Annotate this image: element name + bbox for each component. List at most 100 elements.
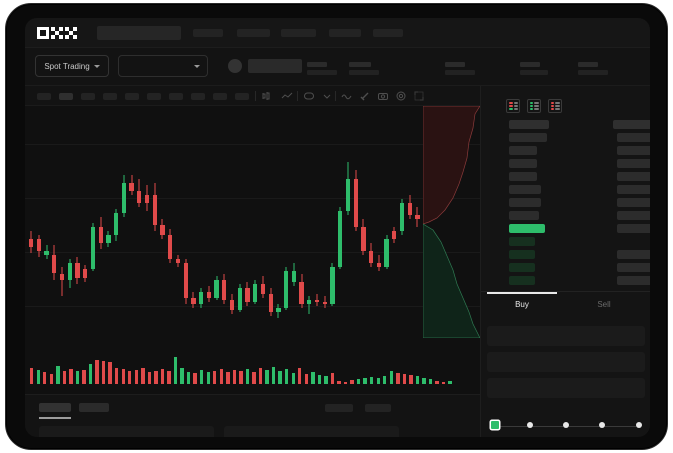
- tab-sell[interactable]: Sell: [597, 300, 611, 309]
- nav-link-5[interactable]: [373, 29, 403, 37]
- volume-bar: [396, 373, 400, 384]
- orderbook-row[interactable]: [509, 159, 537, 168]
- percent-step-25[interactable]: [527, 422, 533, 428]
- timeframe-8[interactable]: [191, 93, 205, 100]
- settings-icon[interactable]: [395, 90, 407, 102]
- timeframe-1[interactable]: [37, 93, 51, 100]
- volume-bar: [324, 376, 328, 384]
- volume-bar: [141, 368, 145, 384]
- total-field[interactable]: [487, 378, 645, 398]
- nav-link-2[interactable]: [237, 29, 270, 37]
- orderbook-row-size[interactable]: [617, 276, 650, 285]
- percent-slider-handle[interactable]: [491, 421, 499, 429]
- orders-placeholder-2: [224, 426, 399, 437]
- wave-icon[interactable]: [341, 90, 353, 102]
- volume-bar: [337, 381, 341, 384]
- timeframe-9[interactable]: [213, 93, 227, 100]
- orderbook-row[interactable]: [509, 224, 545, 233]
- amount-field[interactable]: [487, 352, 645, 372]
- line-chart-icon[interactable]: [281, 90, 293, 102]
- orders-filter-2[interactable]: [365, 404, 391, 412]
- candle: [183, 106, 188, 338]
- market-type-dropdown[interactable]: Spot Trading: [35, 55, 109, 77]
- volume-bar: [115, 368, 119, 384]
- orders-panel: [25, 394, 480, 437]
- tab-order-history[interactable]: [79, 403, 109, 412]
- trading-pair-select[interactable]: [118, 55, 208, 77]
- orderbook-row-size[interactable]: [617, 250, 650, 259]
- candle: [392, 106, 397, 338]
- nav-link-4[interactable]: [329, 29, 361, 37]
- orderbook-row-size[interactable]: [617, 211, 650, 220]
- chevron-down-icon[interactable]: [321, 90, 333, 102]
- timeframe-4[interactable]: [103, 93, 117, 100]
- chart-gridline: [25, 198, 480, 199]
- orders-filter-1[interactable]: [325, 404, 353, 412]
- candle: [83, 106, 88, 338]
- orderbook-both-icon[interactable]: [506, 99, 520, 113]
- candle: [284, 106, 289, 338]
- timeframe-6[interactable]: [147, 93, 161, 100]
- chart-gridline: [25, 144, 480, 145]
- candle: [90, 106, 96, 338]
- stat-24h-high: [349, 62, 379, 75]
- timeframe-10[interactable]: [235, 93, 249, 100]
- orderbook-row-size[interactable]: [617, 159, 650, 168]
- tab-open-orders[interactable]: [39, 403, 71, 412]
- orderbook-row[interactable]: [509, 198, 541, 207]
- candle: [276, 106, 281, 338]
- tab-buy[interactable]: Buy: [515, 300, 529, 309]
- toolbar-divider: [297, 91, 298, 101]
- nav-link-3[interactable]: [281, 29, 316, 37]
- orderbook-row-size[interactable]: [617, 185, 650, 194]
- percent-step-75[interactable]: [599, 422, 605, 428]
- orderbook-row-size[interactable]: [617, 224, 650, 233]
- nav-link-1[interactable]: [193, 29, 223, 37]
- orderbook-row-size[interactable]: [617, 146, 650, 155]
- orderbook-row-size[interactable]: [617, 133, 650, 142]
- orderbook-asks-icon[interactable]: [548, 99, 562, 113]
- timeframe-2[interactable]: [59, 93, 73, 100]
- timeframe-5[interactable]: [125, 93, 139, 100]
- volume-bar: [88, 364, 93, 384]
- chart-gridline: [25, 306, 480, 307]
- orderbook-row-size[interactable]: [617, 198, 650, 207]
- okx-logo[interactable]: [37, 27, 77, 39]
- candle: [44, 106, 49, 338]
- volume-bar: [75, 371, 80, 384]
- orderbook-bids-icon[interactable]: [527, 99, 541, 113]
- percent-step-100[interactable]: [636, 422, 642, 428]
- depth-asks-area: [423, 106, 480, 225]
- orderbook-row[interactable]: [509, 276, 535, 285]
- candle: [376, 106, 381, 338]
- orderbook-row-size[interactable]: [617, 172, 650, 181]
- percent-step-50[interactable]: [563, 422, 569, 428]
- volume-bar: [448, 381, 452, 384]
- timeframe-3[interactable]: [81, 93, 95, 100]
- candlestick-chart[interactable]: [25, 106, 480, 338]
- orderbook-row[interactable]: [509, 263, 535, 272]
- volume-bar: [128, 371, 132, 384]
- orderbook-row[interactable]: [509, 133, 547, 142]
- magnet-icon[interactable]: [359, 90, 371, 102]
- search-input[interactable]: [97, 26, 181, 40]
- stat-24h-change: [307, 62, 337, 75]
- orderbook-row[interactable]: [509, 146, 537, 155]
- orderbook-row[interactable]: [509, 237, 535, 246]
- indicators-icon[interactable]: [303, 90, 315, 102]
- volume-bar: [219, 369, 223, 384]
- timeframe-7[interactable]: [169, 93, 183, 100]
- orderbook-row[interactable]: [509, 211, 539, 220]
- orderbook-row[interactable]: [509, 250, 535, 259]
- candlestick-chart-icon[interactable]: [261, 90, 273, 102]
- fullscreen-icon[interactable]: [413, 90, 425, 102]
- camera-icon[interactable]: [377, 90, 389, 102]
- depth-chart-overlay: [423, 106, 480, 338]
- orderbook-row[interactable]: [509, 185, 541, 194]
- app-screen: Spot Trading: [25, 18, 650, 437]
- price-field[interactable]: [487, 326, 645, 346]
- orderbook-row-size[interactable]: [617, 263, 650, 272]
- candle: [253, 106, 258, 338]
- orderbook-row[interactable]: [509, 172, 537, 181]
- volume-bar: [376, 378, 380, 384]
